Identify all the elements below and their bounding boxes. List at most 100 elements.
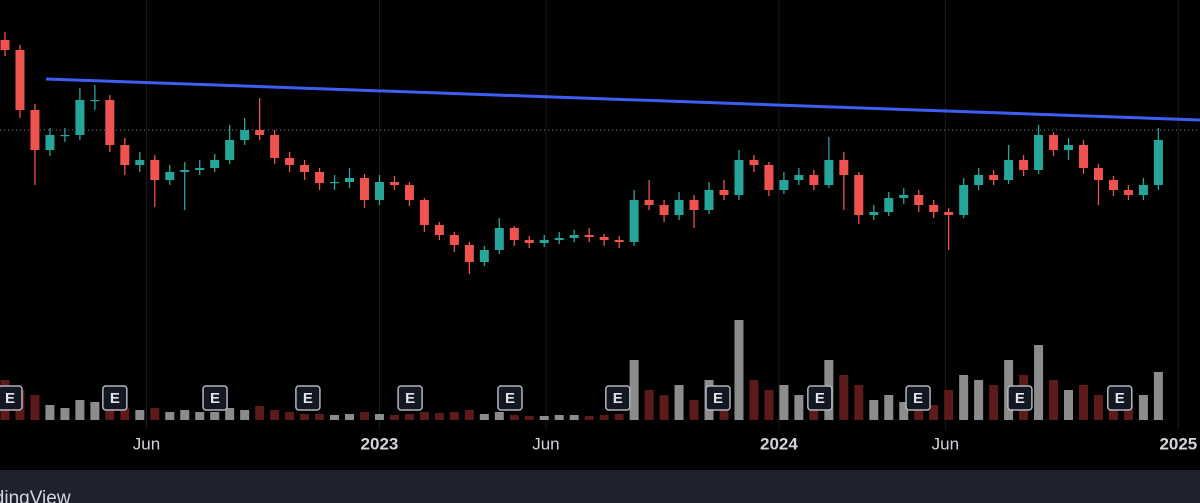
candle-body <box>779 180 789 190</box>
candle-body <box>1123 190 1133 195</box>
candle-body <box>1108 180 1118 190</box>
candle-body <box>554 238 564 240</box>
candle-body <box>434 225 444 235</box>
candle-body <box>569 235 579 238</box>
candle-body <box>270 135 280 158</box>
volume-bar <box>749 380 759 420</box>
candle-body <box>764 165 774 190</box>
candle-body <box>1153 140 1163 185</box>
candle-body <box>524 240 534 243</box>
volume-bar <box>1034 345 1044 420</box>
earnings-label: E <box>1015 390 1025 407</box>
volume-bar <box>629 360 639 420</box>
candle-body <box>929 205 939 212</box>
earnings-label: E <box>1115 390 1125 407</box>
volume-bar <box>180 410 190 420</box>
volume-bar <box>659 395 669 420</box>
candle-body <box>1004 160 1014 180</box>
volume-bar <box>120 408 130 420</box>
x-tick-label: Jun <box>532 434 559 453</box>
volume-bar <box>539 416 549 420</box>
volume-bar <box>614 414 624 420</box>
earnings-marker <box>295 385 321 411</box>
volume-bar <box>794 395 804 420</box>
volume-bar <box>1153 372 1163 420</box>
candle-body <box>389 182 399 185</box>
volume-bar <box>1064 390 1074 420</box>
volume-bar <box>839 375 849 420</box>
volume-bar <box>389 415 399 420</box>
footer-bar <box>0 470 1200 503</box>
volume-bar <box>60 408 70 420</box>
candle-body <box>509 228 519 240</box>
candle-body <box>704 190 714 210</box>
volume-bar <box>584 416 594 420</box>
candle-body <box>629 200 639 242</box>
volume-bar <box>854 385 864 420</box>
candle-body <box>674 200 684 215</box>
candle-body <box>315 172 325 183</box>
candle-body <box>359 178 369 200</box>
candle-body <box>584 235 594 237</box>
earnings-label: E <box>815 390 825 407</box>
volume-bar <box>195 412 205 420</box>
candle-body <box>479 250 489 262</box>
candle-body <box>839 160 849 175</box>
candle-body <box>90 100 100 102</box>
candle-body <box>135 160 145 165</box>
candle-body <box>974 175 984 185</box>
volume-bar <box>105 405 115 420</box>
volume-bar <box>90 402 100 420</box>
volume-bar <box>210 412 220 420</box>
candle-body <box>599 237 609 240</box>
volume-bar <box>1138 395 1148 420</box>
earnings-marker <box>497 385 523 411</box>
volume-bar <box>509 415 519 420</box>
candle-body <box>539 240 549 243</box>
candle-body <box>285 158 295 165</box>
candle-body <box>689 200 699 210</box>
candle-body <box>60 135 70 137</box>
candle-body <box>464 245 474 262</box>
volume-bar <box>959 375 969 420</box>
earnings-label: E <box>210 390 220 407</box>
volume-bar <box>899 402 909 420</box>
earnings-marker <box>605 385 631 411</box>
candle-body <box>15 50 25 110</box>
candle-body <box>195 168 205 170</box>
candle-body <box>1138 185 1148 195</box>
volume-bar <box>1049 380 1059 420</box>
earnings-marker <box>905 385 931 411</box>
candle-body <box>749 160 759 165</box>
candle-body <box>719 190 729 195</box>
candle-body <box>734 160 744 195</box>
volume-bar <box>524 416 534 420</box>
volume-bar <box>330 415 340 420</box>
candle-body <box>404 185 414 200</box>
candle-body <box>30 110 40 150</box>
earnings-label: E <box>110 390 120 407</box>
candle-body <box>255 130 265 135</box>
volume-bar <box>689 400 699 420</box>
earnings-label: E <box>913 390 923 407</box>
volume-bar <box>1123 405 1133 420</box>
earnings-marker <box>397 385 423 411</box>
candle-body <box>959 185 969 215</box>
candle-body <box>1034 135 1044 170</box>
candle-body <box>1019 160 1029 170</box>
candle-body <box>120 145 130 165</box>
volume-bar <box>944 390 954 420</box>
volume-bar <box>974 380 984 420</box>
brand: TradingView <box>0 488 71 503</box>
earnings-marker <box>102 385 128 411</box>
volume-bar <box>45 405 55 420</box>
volume-bar <box>315 414 325 420</box>
volume-bar <box>884 395 894 420</box>
volume-bar <box>270 410 280 420</box>
volume-bar <box>285 412 295 420</box>
candle-body <box>644 200 654 205</box>
candle-body <box>989 175 999 180</box>
candle-body <box>165 172 175 180</box>
